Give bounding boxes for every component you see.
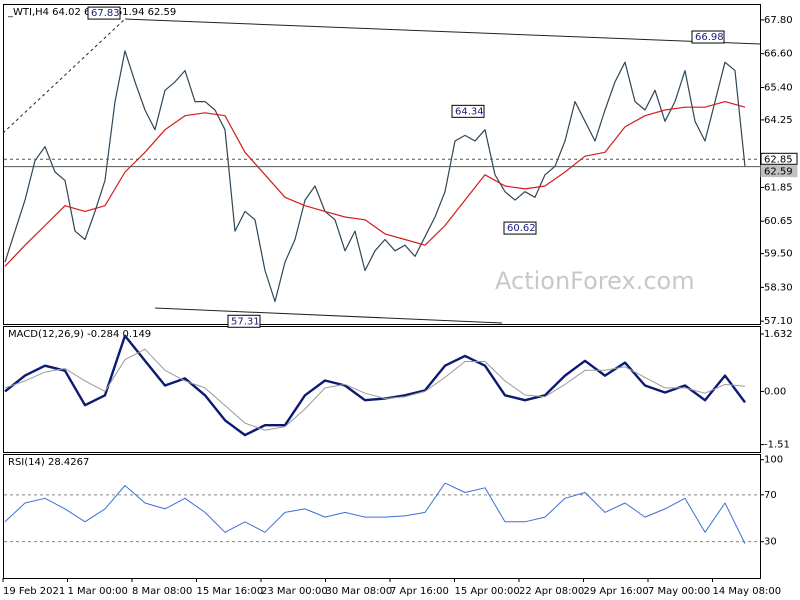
rsi-panel	[3, 454, 761, 579]
x-tick-label: 14 May 08:00	[713, 586, 782, 597]
y-tick-label: 70	[764, 490, 777, 501]
annotation-label: 64.34	[455, 106, 484, 117]
annotation-box	[691, 30, 725, 44]
x-tick-label: 19 Feb 2021	[3, 586, 65, 597]
x-tick-label: 1 Mar 00:00	[68, 586, 128, 597]
series-line	[4, 482, 746, 544]
x-tick-label: 29 Apr 16:00	[584, 586, 649, 597]
y-tick-label: -1.51	[764, 440, 790, 451]
y-tick-label: 65.40	[764, 82, 793, 93]
annotation-box	[451, 104, 485, 118]
x-tick-label: 30 Mar 08:00	[326, 586, 393, 597]
panel-title: MACD(12,26,9) -0.284 0.149	[8, 329, 151, 340]
annotation-box	[227, 314, 261, 328]
lower-trendline	[154, 307, 503, 324]
x-tick-label: 22 Apr 08:00	[519, 586, 584, 597]
y-tick-label: 66.60	[764, 49, 793, 60]
y-tick-label: 0.00	[764, 386, 786, 397]
y-tick-label: 61.85	[764, 182, 793, 193]
y-tick-label: 30	[764, 537, 777, 548]
y-tick-label: 100	[764, 455, 783, 466]
annotation-box	[87, 6, 121, 20]
x-tick-label: 7 Apr 16:00	[390, 586, 449, 597]
annotation-box	[503, 221, 537, 235]
y-tick-label: 59.50	[764, 249, 793, 260]
x-tick-label: 7 May 00:00	[648, 586, 710, 597]
y-tick-label: 60.65	[764, 216, 793, 227]
price-label-box	[760, 152, 798, 165]
y-tick-label: 57.10	[764, 316, 793, 327]
macd-panel	[3, 326, 761, 453]
series-line	[4, 50, 746, 303]
annotation-label: 60.62	[507, 223, 536, 234]
upper-trendline	[124, 18, 761, 45]
y-tick-label: 58.30	[764, 282, 793, 293]
watermark: ActionForex.com	[495, 267, 695, 295]
x-tick-label: 15 Mar 16:00	[197, 586, 264, 597]
annotation-label: 67.83	[91, 8, 120, 19]
price-label: 62.59	[764, 167, 793, 178]
series-line	[4, 101, 746, 267]
x-tick-label: 15 Apr 00:00	[455, 586, 520, 597]
y-tick-label: 1.632	[764, 329, 793, 340]
annotation-label: 57.31	[231, 316, 260, 327]
series-line	[4, 348, 746, 431]
annotation-label: 66.98	[695, 32, 724, 43]
price-label: 62.85	[764, 154, 793, 165]
dashed-trendline	[2, 18, 126, 134]
panel-title: RSI(14) 28.4267	[8, 457, 89, 468]
price-label-box	[760, 165, 798, 178]
x-tick-label: 23 Mar 00:00	[261, 586, 328, 597]
y-tick-label: 67.80	[764, 15, 793, 26]
y-tick-label: 64.25	[764, 115, 793, 126]
series-line	[4, 334, 746, 437]
x-tick-label: 8 Mar 08:00	[132, 586, 192, 597]
